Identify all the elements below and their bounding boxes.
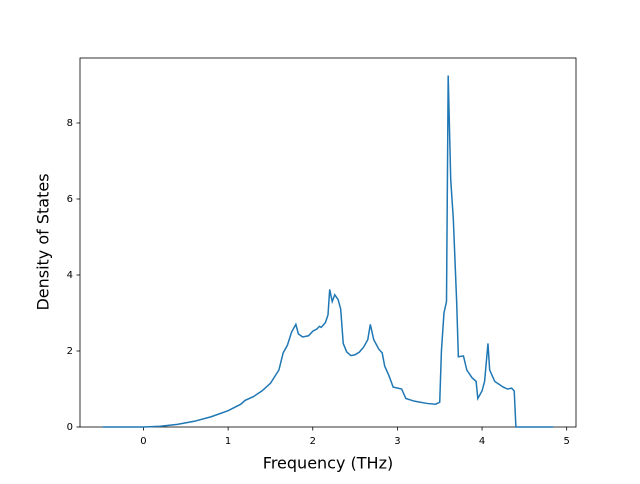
x-tick-label: 1 (225, 436, 231, 447)
dos-line (102, 75, 554, 428)
x-tick-label: 4 (479, 436, 485, 447)
x-tick-label: 5 (564, 436, 570, 447)
y-tick-label: 2 (67, 346, 73, 357)
y-tick-label: 0 (67, 422, 73, 433)
x-tick-label: 0 (140, 436, 146, 447)
y-axis-label: Density of States (34, 173, 53, 310)
y-tick-label: 4 (67, 270, 73, 281)
y-tick-label: 8 (67, 118, 73, 129)
x-tick-label: 2 (310, 436, 316, 447)
axes-frame (79, 57, 577, 428)
x-tick-label: 3 (394, 436, 400, 447)
x-axis-label: Frequency (THz) (263, 454, 393, 473)
y-tick-label: 6 (67, 194, 73, 205)
